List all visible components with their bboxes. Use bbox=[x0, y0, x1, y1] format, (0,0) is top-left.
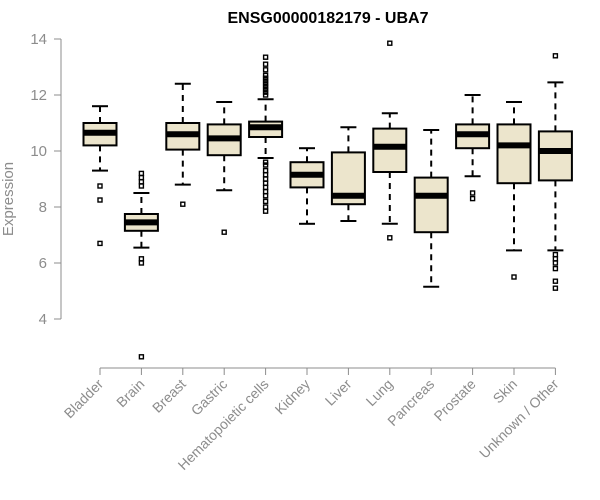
outlier-point bbox=[262, 61, 269, 67]
outlier-point bbox=[138, 183, 145, 189]
outlier-point bbox=[387, 235, 393, 241]
chart-title: ENSG00000182179 - UBA7 bbox=[227, 10, 428, 27]
outlier-point bbox=[138, 256, 145, 262]
outlier-point bbox=[552, 285, 559, 291]
y-tick-label: 10 bbox=[30, 143, 47, 160]
box-breast bbox=[165, 82, 201, 207]
box-prostate bbox=[455, 94, 491, 202]
box-skin bbox=[496, 101, 532, 280]
outlier-point bbox=[262, 89, 269, 95]
box-gastric bbox=[206, 101, 242, 235]
outlier-point bbox=[387, 40, 393, 46]
box-kidney bbox=[289, 147, 325, 225]
outlier-point bbox=[180, 201, 186, 207]
x-tick-label: Lung bbox=[363, 376, 396, 409]
outlier-point bbox=[469, 190, 476, 196]
outlier-point bbox=[138, 179, 145, 185]
y-tick-label: 6 bbox=[39, 255, 47, 272]
x-tick-label: Bladder bbox=[61, 376, 107, 422]
outlier-point bbox=[262, 198, 269, 205]
outlier-point bbox=[262, 86, 269, 93]
outlier-point bbox=[262, 159, 269, 165]
outlier-point bbox=[262, 78, 269, 84]
outlier-point bbox=[97, 197, 103, 203]
iqr-box bbox=[496, 123, 532, 185]
outlier-point bbox=[262, 72, 269, 79]
outlier-point bbox=[469, 195, 476, 202]
y-axis-label: Expression bbox=[0, 162, 17, 236]
outlier-point bbox=[262, 176, 269, 182]
x-tick-label: Prostate bbox=[431, 376, 479, 424]
outlier-point bbox=[262, 180, 269, 186]
outlier-point bbox=[262, 204, 269, 210]
box-unknown-other bbox=[537, 53, 573, 291]
outlier-point bbox=[262, 67, 269, 73]
box-liver bbox=[330, 126, 366, 222]
box-brain bbox=[123, 170, 159, 360]
iqr-box bbox=[372, 127, 408, 174]
x-tick-label: Unknown / Other bbox=[476, 376, 562, 462]
outlier-point bbox=[262, 193, 269, 199]
box-lung bbox=[372, 40, 408, 241]
outlier-point bbox=[97, 240, 103, 247]
outlier-point bbox=[138, 174, 145, 181]
outlier-point bbox=[552, 256, 559, 262]
box-pancreas bbox=[413, 129, 449, 288]
outlier-point bbox=[552, 53, 559, 59]
outlier-point bbox=[262, 92, 269, 98]
y-tick-label: 4 bbox=[39, 311, 47, 328]
outlier-point bbox=[262, 83, 269, 90]
outlier-point bbox=[262, 172, 269, 178]
outlier-point bbox=[138, 354, 145, 360]
outlier-point bbox=[138, 170, 145, 177]
x-tick-label: Brain bbox=[113, 376, 147, 410]
outlier-point bbox=[552, 278, 559, 284]
outlier-point bbox=[262, 162, 269, 168]
outlier-point bbox=[262, 54, 269, 60]
box-hematopoietic-cells bbox=[248, 54, 284, 214]
outlier-point bbox=[262, 208, 269, 214]
outlier-point bbox=[262, 188, 269, 195]
outlier-point bbox=[552, 265, 559, 272]
y-tick-label: 14 bbox=[30, 31, 47, 48]
outlier-point bbox=[262, 75, 269, 81]
outlier-point bbox=[221, 229, 227, 235]
iqr-box bbox=[537, 130, 573, 182]
outlier-point bbox=[97, 183, 103, 189]
y-axis: 4 6 8 10 12 14 bbox=[30, 31, 62, 328]
box-bladder bbox=[82, 105, 118, 247]
y-tick-label: 8 bbox=[39, 199, 47, 216]
outlier-point bbox=[552, 251, 559, 258]
plot-area bbox=[82, 40, 573, 360]
x-tick-label: Kidney bbox=[272, 376, 314, 418]
outlier-point bbox=[138, 260, 145, 266]
outlier-point bbox=[511, 274, 517, 280]
x-tick-label: Liver bbox=[322, 376, 355, 409]
outlier-point bbox=[262, 81, 269, 87]
x-tick-label: Breast bbox=[149, 376, 189, 416]
outlier-point bbox=[552, 260, 559, 266]
y-tick-label: 12 bbox=[30, 87, 47, 104]
iqr-box bbox=[413, 176, 449, 234]
outlier-point bbox=[262, 167, 269, 174]
x-tick-label: Skin bbox=[490, 376, 521, 407]
outlier-point bbox=[262, 184, 269, 191]
